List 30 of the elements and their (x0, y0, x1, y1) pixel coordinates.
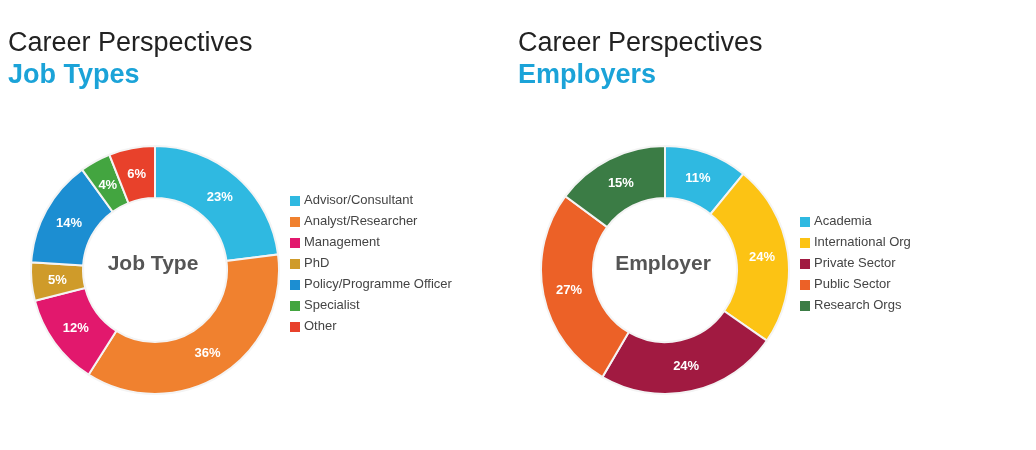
data-label: 11% (685, 170, 711, 186)
chart-subtitle: Employers (518, 58, 658, 90)
legend-label: Policy/Programme Officer (304, 276, 452, 291)
legend-label: Research Orgs (814, 297, 902, 312)
data-label: 4% (98, 176, 118, 192)
chart-title: Career Perspectives (8, 26, 254, 58)
legend-label: International Org (814, 234, 911, 249)
data-label: 27% (555, 282, 583, 298)
data-label: 24% (673, 358, 700, 374)
legend-label: Specialist (304, 297, 360, 312)
data-label: 23% (206, 188, 234, 204)
legend-label: Advisor/Consultant (304, 192, 414, 207)
chart-subtitle: Job Types (8, 58, 141, 90)
legend-label: Private Sector (814, 255, 896, 270)
legend-label: PhD (304, 255, 330, 270)
data-label: 15% (607, 174, 635, 190)
legend-label: Academia (814, 213, 872, 228)
legend-label: Analyst/Researcher (304, 213, 418, 228)
data-label: 36% (194, 345, 221, 361)
text: Job Type (107, 250, 199, 274)
legend-label: Other (304, 318, 337, 333)
data-label: 6% (127, 166, 147, 182)
data-label: 24% (749, 248, 776, 264)
legend-label: Management (304, 234, 380, 249)
data-label: 5% (48, 271, 68, 287)
data-label: 14% (56, 215, 83, 231)
data-label: 12% (62, 320, 90, 336)
text: Employer (615, 250, 711, 274)
chart-title: Career Perspectives (518, 26, 764, 58)
legend-label: Public Sector (814, 276, 891, 291)
